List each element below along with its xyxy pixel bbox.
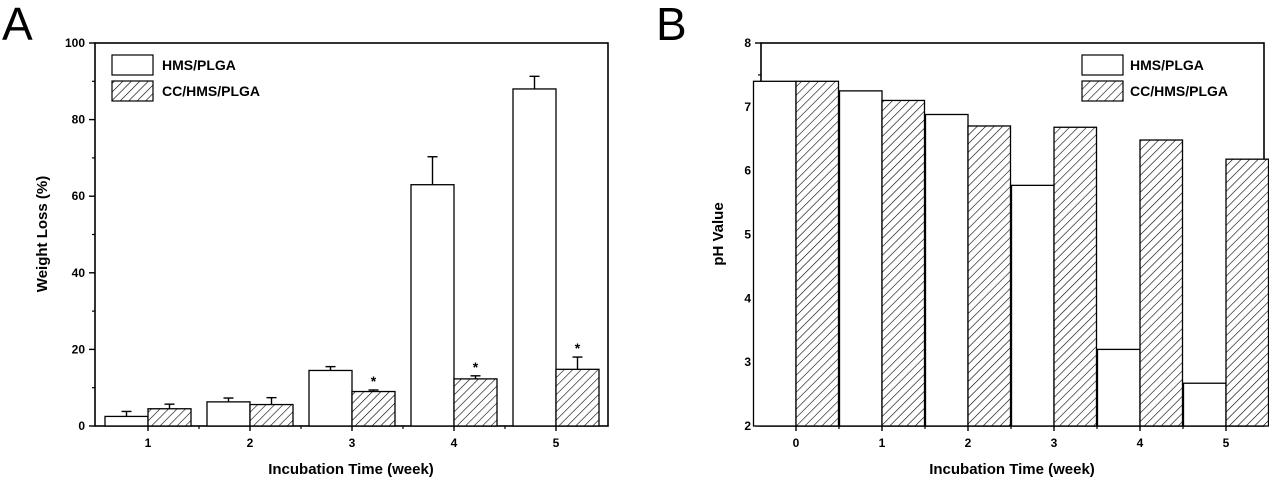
legend-label-cc-hms-plga: CC/HMS/PLGA	[1130, 83, 1228, 99]
x-tick-label: 5	[553, 436, 560, 450]
panel-b-legend: HMS/PLGA CC/HMS/PLGA	[1081, 54, 1228, 102]
panel-a-bars: * * *	[104, 75, 600, 427]
y-tick-label: 80	[72, 113, 86, 127]
bar-hms-plga-5	[512, 88, 557, 427]
panel-a-label: A	[2, 0, 33, 50]
x-tick-label: 1	[145, 436, 152, 450]
legend-swatch-hms-plga	[111, 54, 154, 76]
bar-hms-plga-1	[104, 415, 149, 427]
y-tick-label: 60	[72, 189, 86, 203]
x-tick-label: 2	[965, 436, 972, 450]
legend-swatch-hms-plga	[1081, 54, 1124, 76]
legend-swatch-cc-hms-plga	[1081, 80, 1124, 102]
bar-hms-plga-4	[410, 184, 455, 427]
y-tick-label: 7	[744, 100, 751, 114]
significance-marker-3: *	[371, 373, 377, 389]
bar-cc-hms-plga-3	[1053, 126, 1098, 427]
x-tick-label: 3	[349, 436, 356, 450]
x-tick-label: 3	[1051, 436, 1058, 450]
panel-a-y-axis: 0 20 40 60 80 100	[65, 36, 95, 433]
bar-hms-plga-2	[924, 113, 969, 427]
bar-cc-hms-plga-2	[967, 125, 1012, 427]
legend-label-hms-plga: HMS/PLGA	[162, 57, 236, 73]
y-tick-label: 3	[744, 355, 751, 369]
legend-swatch-cc-hms-plga	[111, 80, 154, 102]
y-tick-label: 5	[744, 228, 751, 242]
x-tick-label: 2	[247, 436, 254, 450]
panel-a-y-axis-title: Weight Loss (%)	[34, 176, 51, 292]
bar-cc-hms-plga-1	[147, 408, 192, 427]
legend-label-hms-plga: HMS/PLGA	[1130, 57, 1204, 73]
panel-b-y-axis-title: pH Value	[710, 202, 727, 265]
bar-cc-hms-plga-5	[1225, 158, 1269, 427]
y-tick-label: 40	[72, 266, 86, 280]
panel-b: B 2 3 4 5 6 7 8 0 1 2 3 4 5 HMS/PLGA CC/HMS/PLGA In…	[656, 0, 1269, 478]
panel-a-x-axis-title: Incubation Time (week)	[268, 461, 434, 478]
bar-cc-hms-plga-2	[249, 403, 294, 427]
y-tick-label: 4	[744, 291, 751, 305]
x-tick-label: 4	[451, 436, 458, 450]
bar-hms-plga-4	[1096, 348, 1141, 427]
y-tick-label: 8	[744, 36, 751, 50]
bar-hms-plga-0	[752, 80, 797, 427]
panel-b-x-axis-title: Incubation Time (week)	[929, 461, 1095, 478]
bar-hms-plga-2	[206, 401, 251, 427]
x-tick-label: 5	[1223, 436, 1230, 450]
bar-cc-hms-plga-5	[555, 368, 600, 427]
panel-b-label: B	[656, 0, 687, 50]
legend-label-cc-hms-plga: CC/HMS/PLGA	[162, 83, 260, 99]
bar-cc-hms-plga-4	[1139, 139, 1184, 427]
bar-hms-plga-3	[308, 369, 353, 427]
significance-marker-5: *	[575, 340, 581, 356]
significance-marker-4: *	[473, 359, 479, 375]
bar-cc-hms-plga-3	[351, 390, 396, 427]
panel-b-bars	[752, 80, 1269, 427]
y-tick-label: 2	[744, 419, 751, 433]
panel-a-x-axis: 1 2 3 4 5	[145, 426, 560, 450]
panel-a: A 0 20 40 60 80 100 1 2 3 4 5 * * * HMS/PLGA CC/HMS…	[2, 0, 609, 478]
x-tick-label: 4	[1137, 436, 1144, 450]
y-tick-label: 0	[78, 419, 85, 433]
bar-cc-hms-plga-1	[881, 99, 926, 427]
x-tick-label: 1	[879, 436, 886, 450]
y-tick-label: 20	[72, 342, 86, 356]
bar-hms-plga-1	[838, 90, 883, 427]
bar-cc-hms-plga-0	[795, 80, 840, 427]
y-tick-label: 100	[65, 36, 85, 50]
x-tick-label: 0	[793, 436, 800, 450]
bar-cc-hms-plga-4	[453, 378, 498, 427]
bar-hms-plga-5	[1182, 382, 1227, 427]
y-tick-label: 6	[744, 164, 751, 178]
bar-hms-plga-3	[1010, 184, 1055, 427]
panel-b-x-axis: 0 1 2 3 4 5	[793, 426, 1230, 450]
panel-a-legend: HMS/PLGA CC/HMS/PLGA	[111, 54, 260, 102]
